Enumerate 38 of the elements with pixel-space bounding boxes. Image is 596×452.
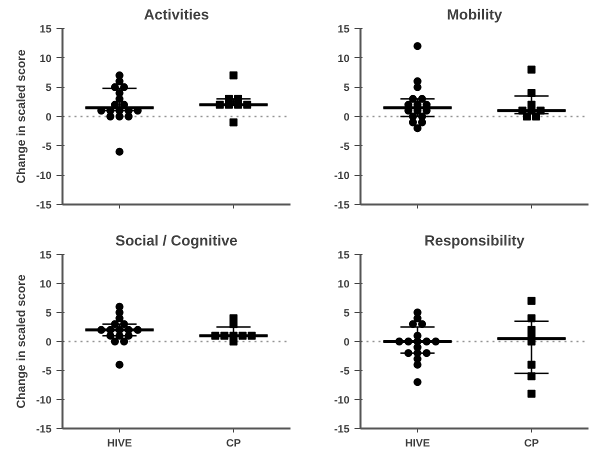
y-tick-label: 10 [40, 278, 52, 290]
x-tick-label: CP [226, 438, 241, 450]
y-tick-label: -15 [334, 424, 350, 436]
y-tick-label: -15 [334, 200, 350, 212]
chart-title: Mobility [446, 8, 504, 24]
y-tick-label: 0 [344, 112, 350, 124]
y-tick-label: -15 [36, 424, 52, 436]
y-tick-label: 5 [46, 82, 52, 94]
y-tick-label: 10 [40, 52, 52, 65]
y-tick-label: 5 [46, 308, 52, 320]
x-tick-label: CP [524, 438, 539, 450]
y-tick-label: -5 [340, 140, 350, 153]
y-tick-label: -15 [36, 200, 52, 212]
y-tick-label: 5 [344, 82, 350, 94]
chart-title: Social / Cognitive [115, 234, 238, 250]
y-tick-label: 0 [46, 112, 52, 124]
y-tick-label: -5 [42, 366, 52, 378]
y-tick-label: 15 [40, 24, 52, 36]
y-tick-label: -10 [334, 170, 350, 182]
y-tick-label: 15 [40, 250, 52, 262]
y-axis-title: Change in scaled score [14, 274, 28, 409]
y-tick-label: 10 [338, 278, 350, 290]
y-tick-label: 15 [338, 250, 350, 262]
y-tick-label: -10 [36, 394, 52, 406]
y-tick-label: 15 [338, 24, 350, 36]
y-tick-label: 10 [338, 52, 350, 65]
y-tick-label: -10 [36, 170, 52, 182]
x-tick-label: HIVE [107, 438, 132, 450]
y-tick-label: -5 [42, 140, 52, 153]
y-tick-label: -10 [334, 394, 350, 406]
chart-title: Activities [144, 8, 210, 24]
y-tick-label: 0 [46, 336, 52, 348]
y-tick-label: 0 [344, 336, 350, 348]
chart-title: Responsibility [424, 234, 526, 250]
x-tick-label: HIVE [405, 438, 430, 450]
y-tick-label: 5 [344, 308, 350, 320]
y-axis-title: Change in scaled score [14, 49, 28, 184]
y-tick-label: -5 [340, 366, 350, 378]
